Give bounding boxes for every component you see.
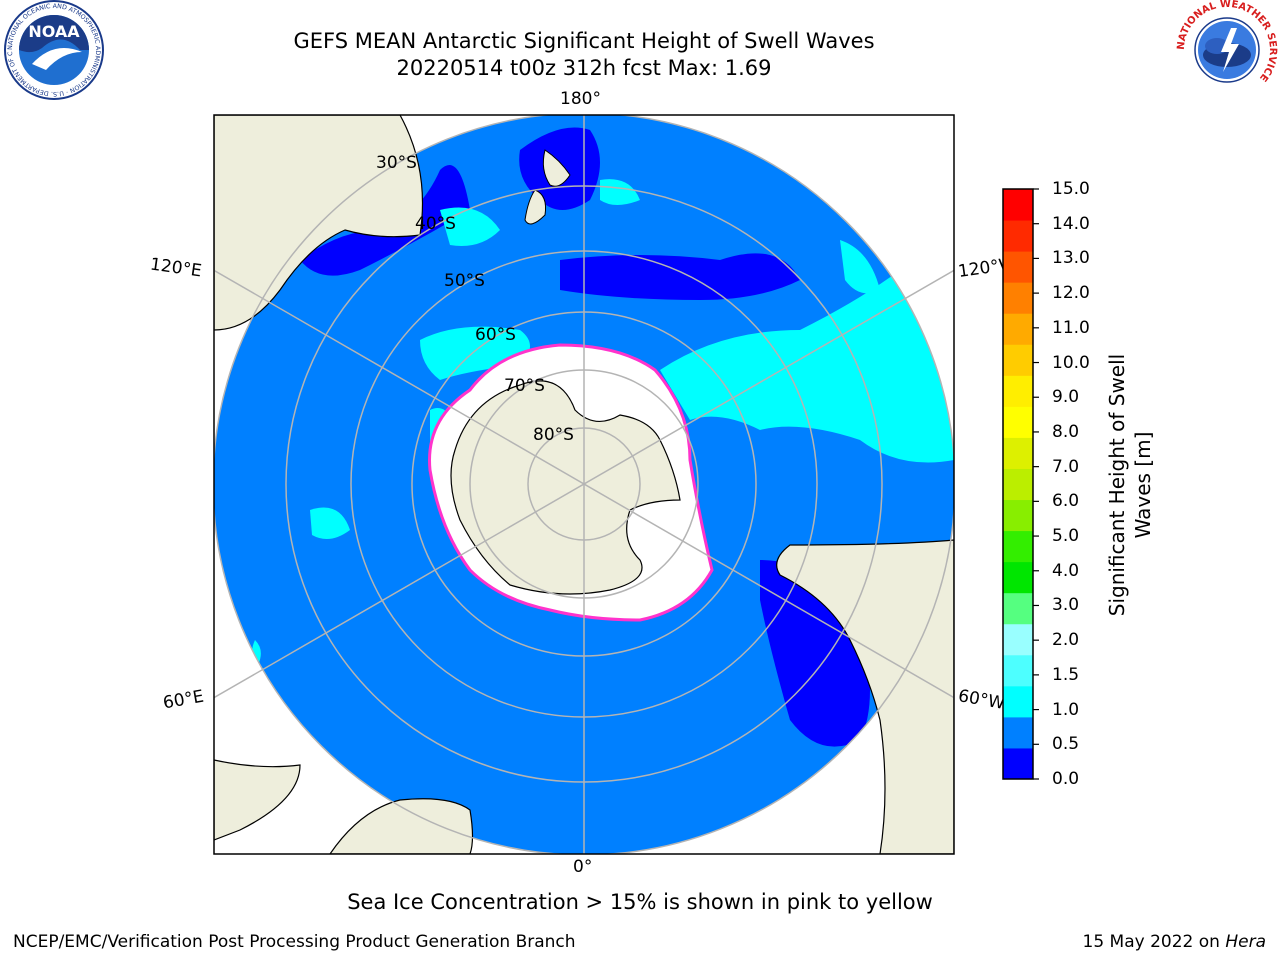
noaa-logo-icon: NATIONAL OCEANIC AND ATMOSPHERIC ADMINIS… [2, 0, 104, 100]
colorbar-segment [1003, 499, 1033, 532]
noaa-logo-text: NOAA [28, 22, 80, 41]
lat-label-40s: 40°S [415, 214, 456, 234]
lon-label-0: 0° [573, 857, 593, 877]
colorbar-segment [1003, 313, 1033, 345]
colorbar-segment [1003, 747, 1033, 780]
colorbar-segment [1003, 623, 1033, 656]
chart-subtitle: 20220514 t00z 312h fcst Max: 1.69 [396, 56, 772, 80]
colorbar-tick-label: 4.0 [1052, 560, 1080, 581]
date-text: 15 May 2022 on [1082, 932, 1226, 952]
colorbar-tick-label: 5.0 [1052, 526, 1080, 547]
colorbar-segment [1003, 375, 1033, 407]
host-name: Hera [1225, 932, 1266, 952]
colorbar-segment [1003, 685, 1033, 718]
colorbar-tick-label: 13.0 [1052, 248, 1090, 269]
colorbar-title: Significant Height of Swell Waves [m] [1105, 353, 1155, 617]
colorbar-segment [1003, 592, 1033, 625]
colorbar-frame [1002, 188, 1034, 780]
colorbar-tick-label: 9.0 [1052, 387, 1080, 408]
africa-landmass-1 [214, 759, 301, 841]
lat-label-50s: 50°S [444, 271, 485, 291]
credit-line: NCEP/EMC/Verification Post Processing Pr… [13, 932, 576, 952]
colorbar-tick-label: 0.5 [1052, 734, 1080, 755]
colorbar-segment [1003, 406, 1033, 438]
lat-label-60s: 60°S [475, 325, 516, 345]
colorbar-segment [1003, 189, 1033, 221]
colorbar-tick-label: 11.0 [1052, 317, 1090, 338]
colorbar-tick-label: 7.0 [1052, 456, 1080, 477]
lat-label-70s: 70°S [504, 376, 545, 396]
nws-logo-icon: NATIONAL WEATHER SERVICE [1176, 0, 1278, 99]
colorbar-tick-label: 0.0 [1052, 769, 1080, 789]
colorbar-segment [1003, 468, 1033, 501]
colorbar-tick-label: 2.0 [1052, 630, 1080, 651]
colorbar-segment [1003, 716, 1033, 749]
colorbar [1002, 188, 1039, 780]
colorbar-tick-label: 12.0 [1052, 283, 1090, 304]
antarctica-landmass [450, 380, 681, 595]
colorbar-tick-label: 1.5 [1052, 664, 1080, 685]
colorbar-segment [1003, 344, 1033, 376]
colorbar-segment [1003, 220, 1033, 252]
lon-label-180: 180° [560, 89, 601, 109]
colorbar-segment [1003, 530, 1033, 563]
colorbar-segment [1003, 251, 1033, 283]
lat-label-30s: 30°S [376, 153, 417, 173]
date-line: 15 May 2022 on Hera [1083, 932, 1267, 952]
colorbar-tick-label: 3.0 [1052, 595, 1080, 616]
colorbar-tick-label: 10.0 [1052, 352, 1090, 373]
sea-ice-note: Sea Ice Concentration > 15% is shown in … [347, 890, 933, 914]
graticule [214, 115, 954, 854]
lat-label-80s: 80°S [533, 425, 574, 445]
colorbar-tick-label: 6.0 [1052, 491, 1080, 512]
map-frame [213, 114, 955, 855]
colorbar-segment [1003, 561, 1033, 594]
colorbar-segment [1003, 654, 1033, 687]
colorbar-tick-label: 8.0 [1052, 421, 1080, 442]
colorbar-tick-label: 1.0 [1052, 699, 1080, 720]
chart-title: GEFS MEAN Antarctic Significant Height o… [293, 29, 875, 53]
colorbar-segment [1003, 437, 1033, 469]
colorbar-tick-label: 14.0 [1052, 213, 1090, 234]
colorbar-tick-label: 15.0 [1052, 179, 1090, 199]
colorbar-segment [1003, 282, 1033, 314]
